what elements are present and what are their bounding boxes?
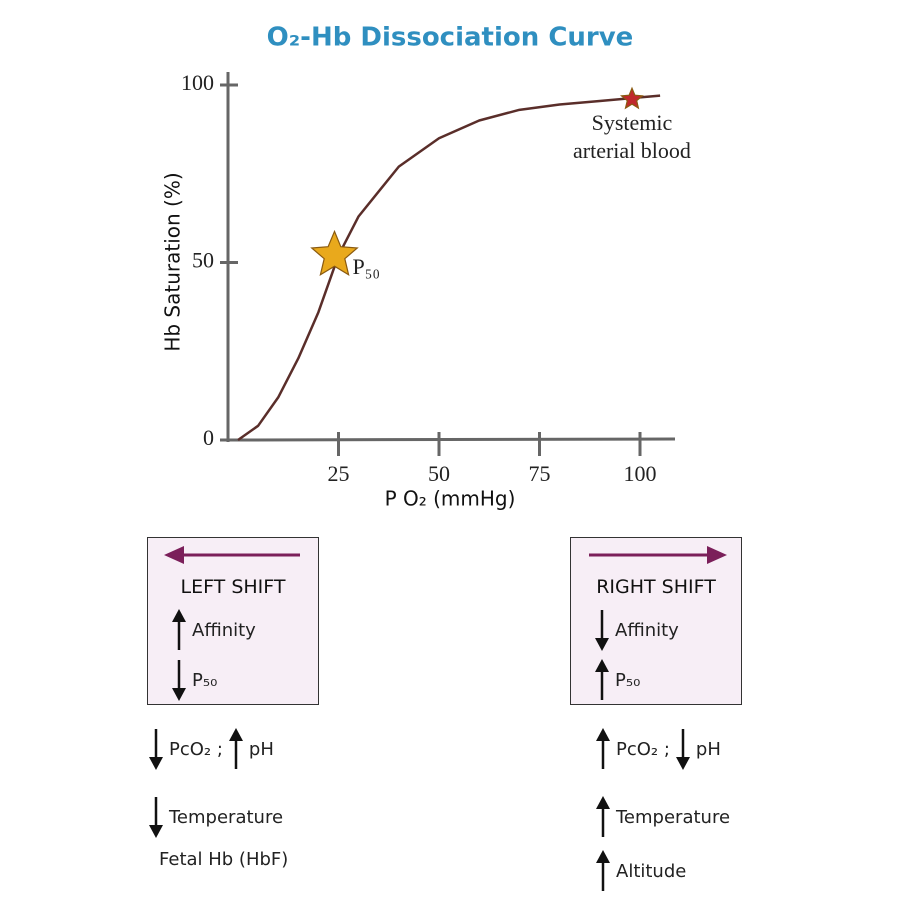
arrow-head [172, 609, 186, 622]
arrow-head [596, 728, 610, 741]
cause-row: Temperature [594, 795, 730, 839]
cause-text: PcO₂ ; [616, 738, 670, 760]
cause-row: Altitude [594, 849, 686, 893]
cause-row: Fetal Hb (HbF) [159, 849, 288, 870]
arrow-down [149, 797, 163, 838]
point-marker [619, 86, 644, 110]
cause-text: PcO₂ ; [169, 738, 223, 760]
x-tick-label: 75 [529, 461, 551, 486]
x-axis [227, 437, 676, 442]
shift-heading: RIGHT SHIFT [596, 576, 716, 598]
x-tick-label: 25 [328, 461, 350, 486]
arrow-up [172, 609, 186, 650]
x-axis-label: P O₂ (mmHg) [385, 487, 516, 511]
arrow-head [596, 850, 610, 863]
cause-text: Temperature [616, 806, 731, 828]
cause-text: pH [695, 738, 721, 760]
effect-text: P₅₀ [192, 669, 218, 691]
effect-text: Affinity [615, 619, 679, 641]
arrow-head [164, 546, 184, 564]
cause-row: PcO₂ ; pH [594, 727, 721, 771]
cause-text: Temperature [169, 806, 284, 828]
effect-row: P₅₀ [593, 658, 640, 702]
arrow-head [595, 659, 609, 672]
y-tick-label: 100 [181, 70, 214, 95]
chart-title: O₂-Hb Dissociation Curve [267, 23, 634, 53]
arrow-head [149, 825, 163, 838]
arrow-head [172, 688, 186, 701]
point-label: Systemic arterial blood [573, 110, 691, 164]
arrow-head [596, 796, 610, 809]
cause-text: pH [248, 738, 274, 760]
arrow-up [596, 728, 610, 769]
arrow-up [595, 659, 609, 700]
cause-row: Temperature [147, 795, 283, 839]
cause-text: Altitude [616, 860, 687, 882]
y-tick-label: 0 [203, 425, 214, 450]
arrow-up [596, 796, 610, 837]
x-tick-label: 100 [624, 461, 657, 486]
arrow-head [228, 728, 243, 741]
arrow-head [675, 757, 690, 770]
arrow-down [675, 729, 690, 770]
arrow-head [707, 546, 727, 564]
shift-arrow [589, 546, 727, 564]
cause-row: PcO₂ ; pH [147, 727, 274, 771]
curve [237, 94, 661, 442]
y-tick-label: 50 [192, 248, 214, 273]
y-axis-label: Hb Saturation (%) [161, 172, 185, 351]
arrow-head [595, 638, 609, 651]
effect-text: Affinity [192, 619, 256, 641]
chart: O₂-Hb Dissociation Curve P O₂ (mmHg) Hb … [161, 23, 676, 511]
arrow-down [149, 729, 163, 770]
point-marker [310, 229, 359, 277]
arrow-head [149, 757, 163, 770]
effect-row: Affinity [593, 608, 679, 652]
x-tick-label: 50 [428, 461, 450, 486]
shift-heading: LEFT SHIFT [180, 576, 286, 598]
shift-arrow [164, 546, 300, 564]
arrow-up [596, 850, 610, 891]
effect-text: P₅₀ [615, 669, 641, 691]
effect-row: Affinity [170, 608, 256, 652]
cause-text: Fetal Hb (HbF) [159, 849, 289, 870]
arrow-down [595, 610, 609, 651]
arrow-down [172, 660, 186, 701]
point-label: P₅₀ [352, 254, 381, 280]
arrow-up [228, 728, 243, 769]
shift-box: RIGHT SHIFT Affinity P₅₀ [570, 537, 742, 705]
shift-box: LEFT SHIFT Affinity P₅₀ [147, 537, 319, 705]
effect-row: P₅₀ [170, 658, 217, 702]
